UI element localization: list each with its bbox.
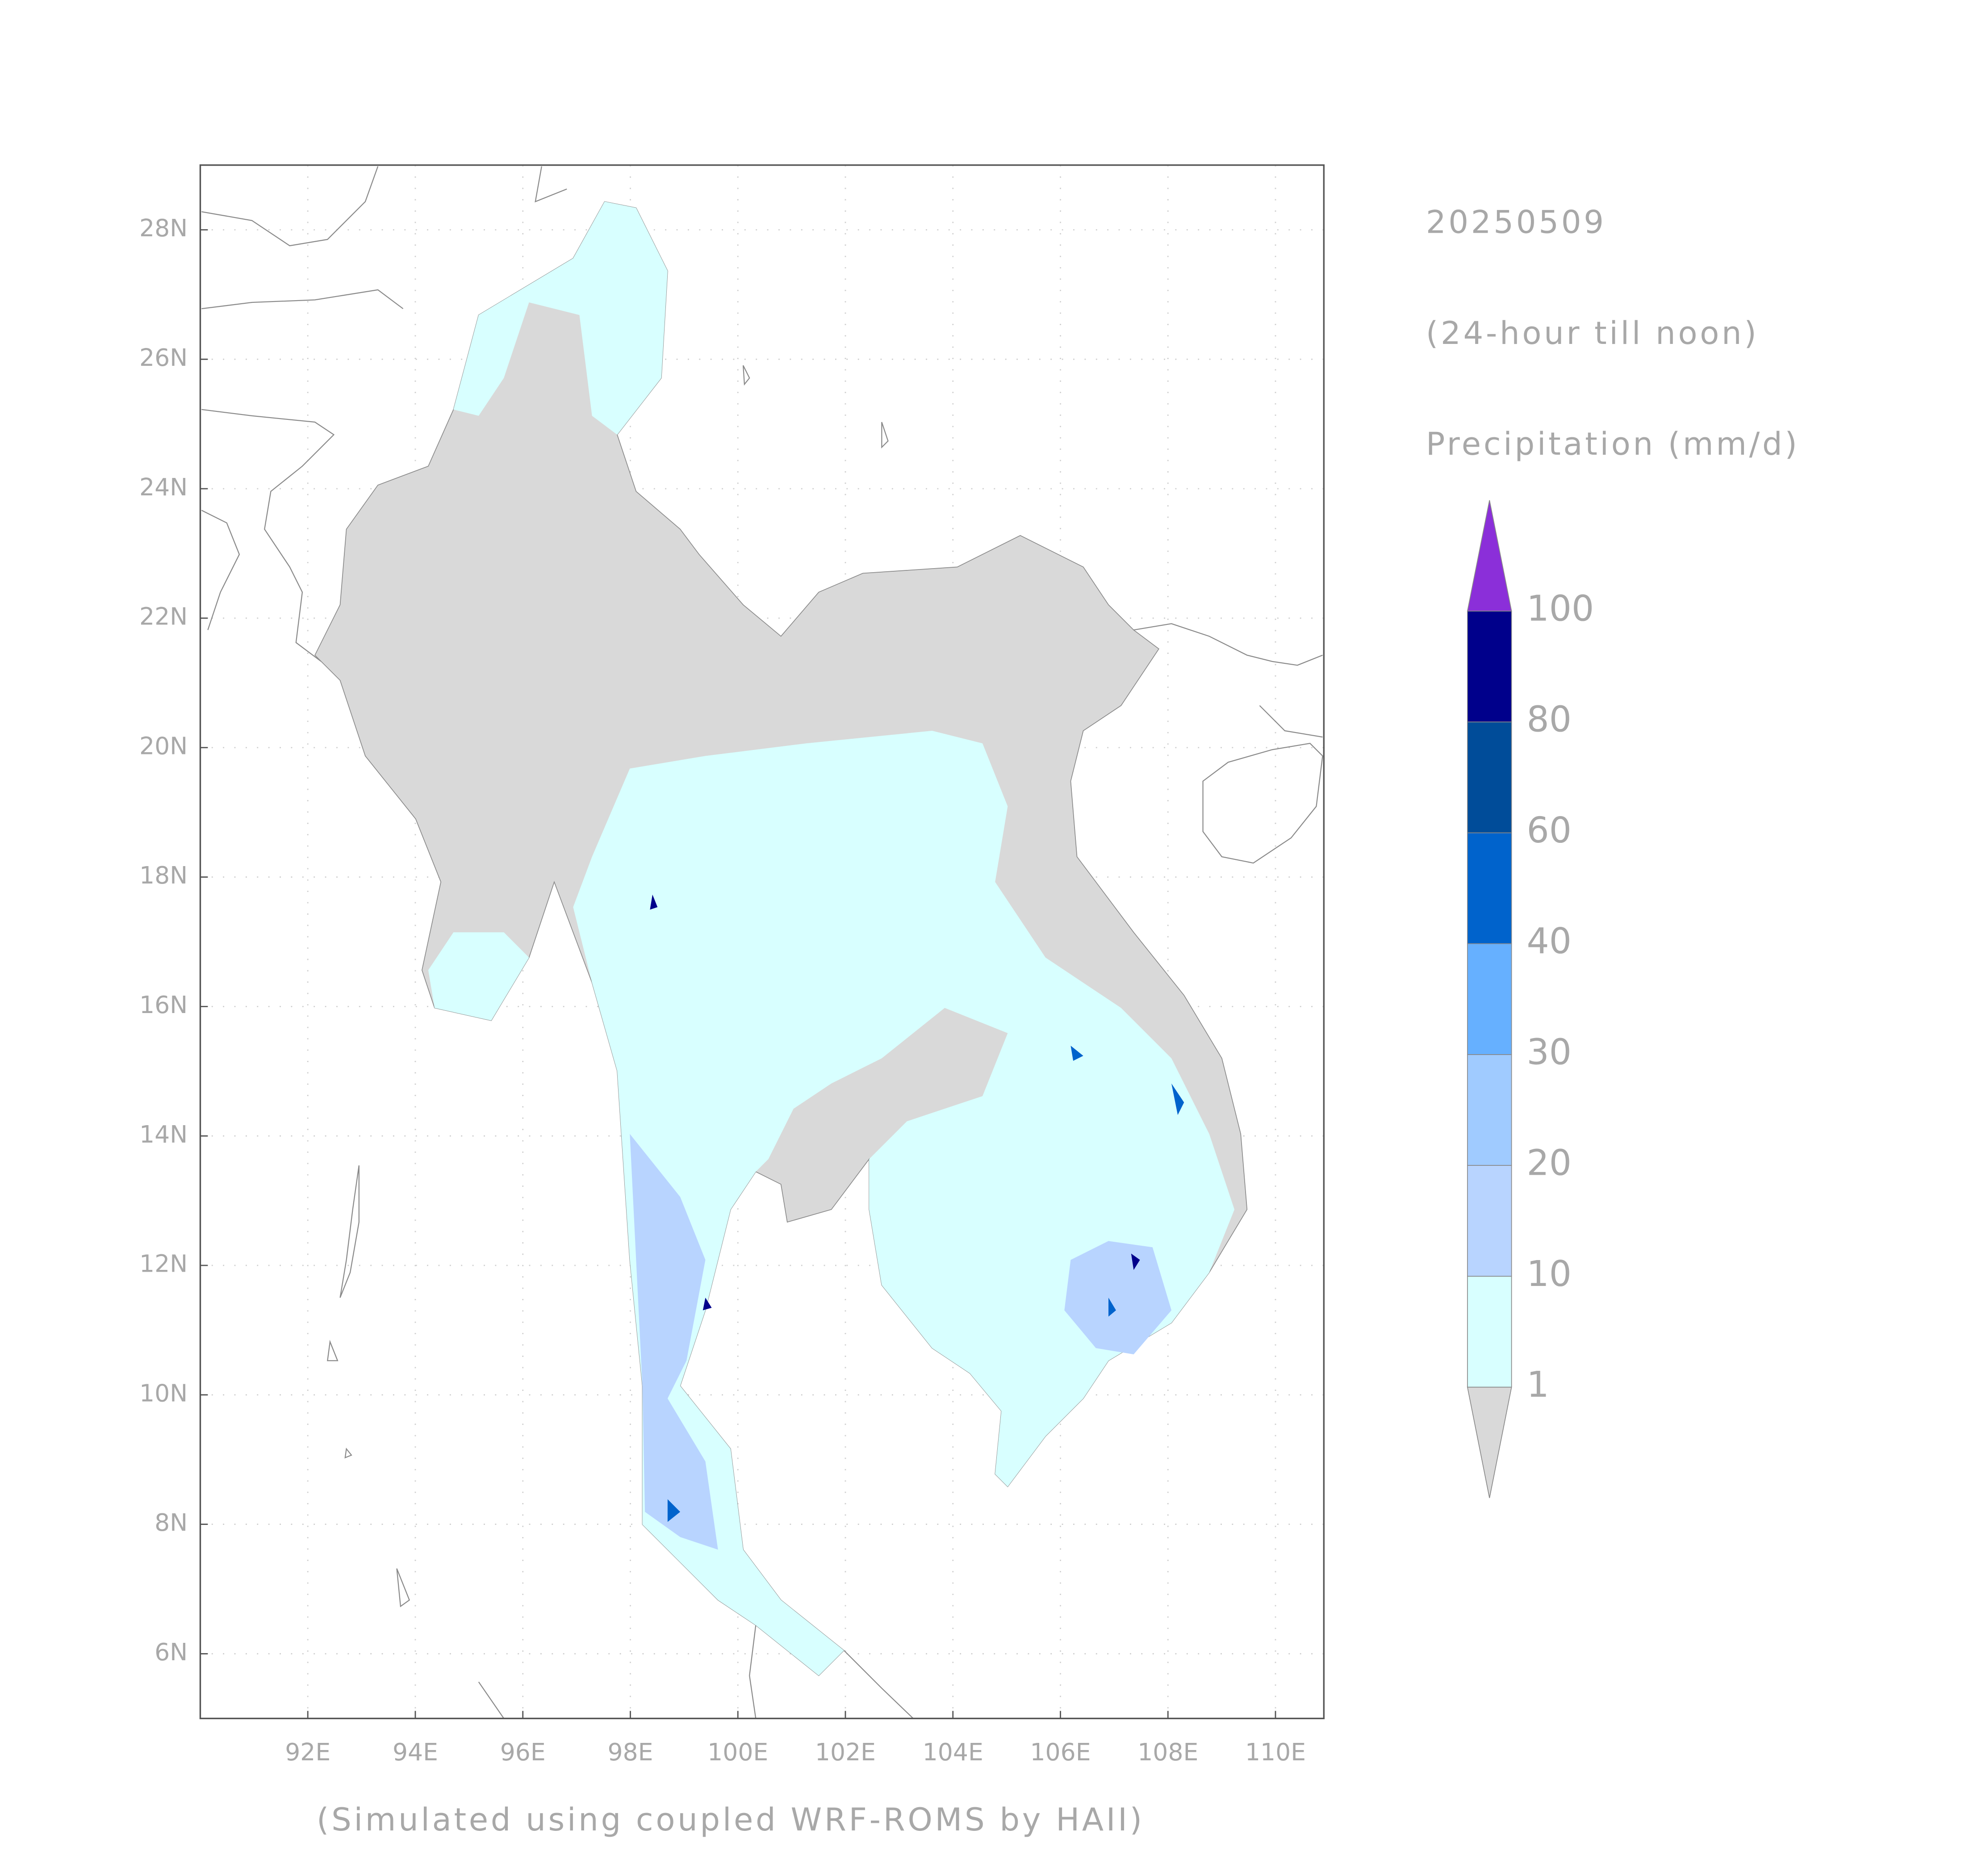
- x-tick-label: 108E: [1137, 1738, 1198, 1766]
- colorbar-over: [1467, 500, 1512, 611]
- x-tick-label: 96E: [500, 1738, 546, 1766]
- colorbar-segment: [1467, 1165, 1512, 1277]
- rain-area: [630, 1134, 718, 1550]
- x-tick-label: 106E: [1030, 1738, 1091, 1766]
- plot-frame: [199, 164, 1325, 1719]
- x-tick-label: 110E: [1245, 1738, 1306, 1766]
- x-tick-label: 100E: [707, 1738, 768, 1766]
- colorbar-label: 10: [1526, 1253, 1572, 1294]
- y-tick-label: 24N: [139, 473, 188, 501]
- colorbar-segment: [1467, 943, 1512, 1055]
- colorbar-label: 30: [1526, 1031, 1572, 1072]
- y-tick-label: 6N: [155, 1638, 188, 1666]
- rain-area: [453, 201, 668, 435]
- x-tick-label: 94E: [393, 1738, 438, 1766]
- colorbar-segment: [1467, 1054, 1512, 1166]
- colorbar-segment: [1467, 611, 1512, 723]
- y-tick-label: 26N: [139, 343, 188, 372]
- land: [201, 166, 1323, 1719]
- y-tick-label: 14N: [139, 1120, 188, 1148]
- y-tick-label: 10N: [139, 1379, 188, 1407]
- colorbar: 1 10 20 30 40 60 80 100: [1467, 500, 1594, 1498]
- rain-area: [428, 932, 529, 1021]
- y-tick-label: 16N: [139, 991, 188, 1019]
- china-coast: [1133, 623, 1323, 738]
- axis-labels: 92E 94E 96E 98E 100E 102E 104E 106E 108E 110E 6N 8N…: [139, 214, 1306, 1766]
- colorbar-label: 20: [1526, 1143, 1572, 1184]
- colorbar-under: [1467, 1386, 1512, 1498]
- y-tick-label: 28N: [139, 214, 188, 242]
- colorbar-label: 80: [1526, 699, 1572, 740]
- coastline: [201, 166, 567, 662]
- colorbar-label: 100: [1526, 588, 1594, 629]
- colorbar-label: 40: [1526, 921, 1572, 962]
- x-tick-label: 92E: [285, 1738, 330, 1766]
- colorbar-segment: [1467, 1276, 1512, 1388]
- footer-note: (Simulated using coupled WRF-ROMS by HAI…: [317, 1801, 1145, 1838]
- malaysia: [478, 1625, 914, 1719]
- period-subtitle: (24-hour till noon): [1426, 315, 1759, 352]
- variable-label: Precipitation (mm/d): [1426, 426, 1800, 462]
- x-tick-label: 104E: [923, 1738, 983, 1766]
- y-tick-label: 22N: [139, 603, 188, 631]
- islands: [327, 365, 889, 1608]
- colorbar-label: 1: [1526, 1364, 1549, 1405]
- colorbar-label: 60: [1526, 810, 1572, 851]
- y-tick-label: 8N: [155, 1508, 188, 1537]
- rain-area: [573, 731, 1235, 1676]
- colorbar-segment: [1467, 832, 1512, 944]
- hainan: [1202, 743, 1323, 864]
- rain-area: [1064, 1241, 1172, 1355]
- x-tick-label: 98E: [607, 1738, 653, 1766]
- date-title: 20250509: [1426, 204, 1606, 241]
- y-tick-label: 18N: [139, 861, 188, 889]
- y-tick-label: 12N: [139, 1250, 188, 1278]
- x-tick-label: 102E: [815, 1738, 876, 1766]
- y-tick-label: 20N: [139, 732, 188, 760]
- colorbar-segment: [1467, 721, 1512, 833]
